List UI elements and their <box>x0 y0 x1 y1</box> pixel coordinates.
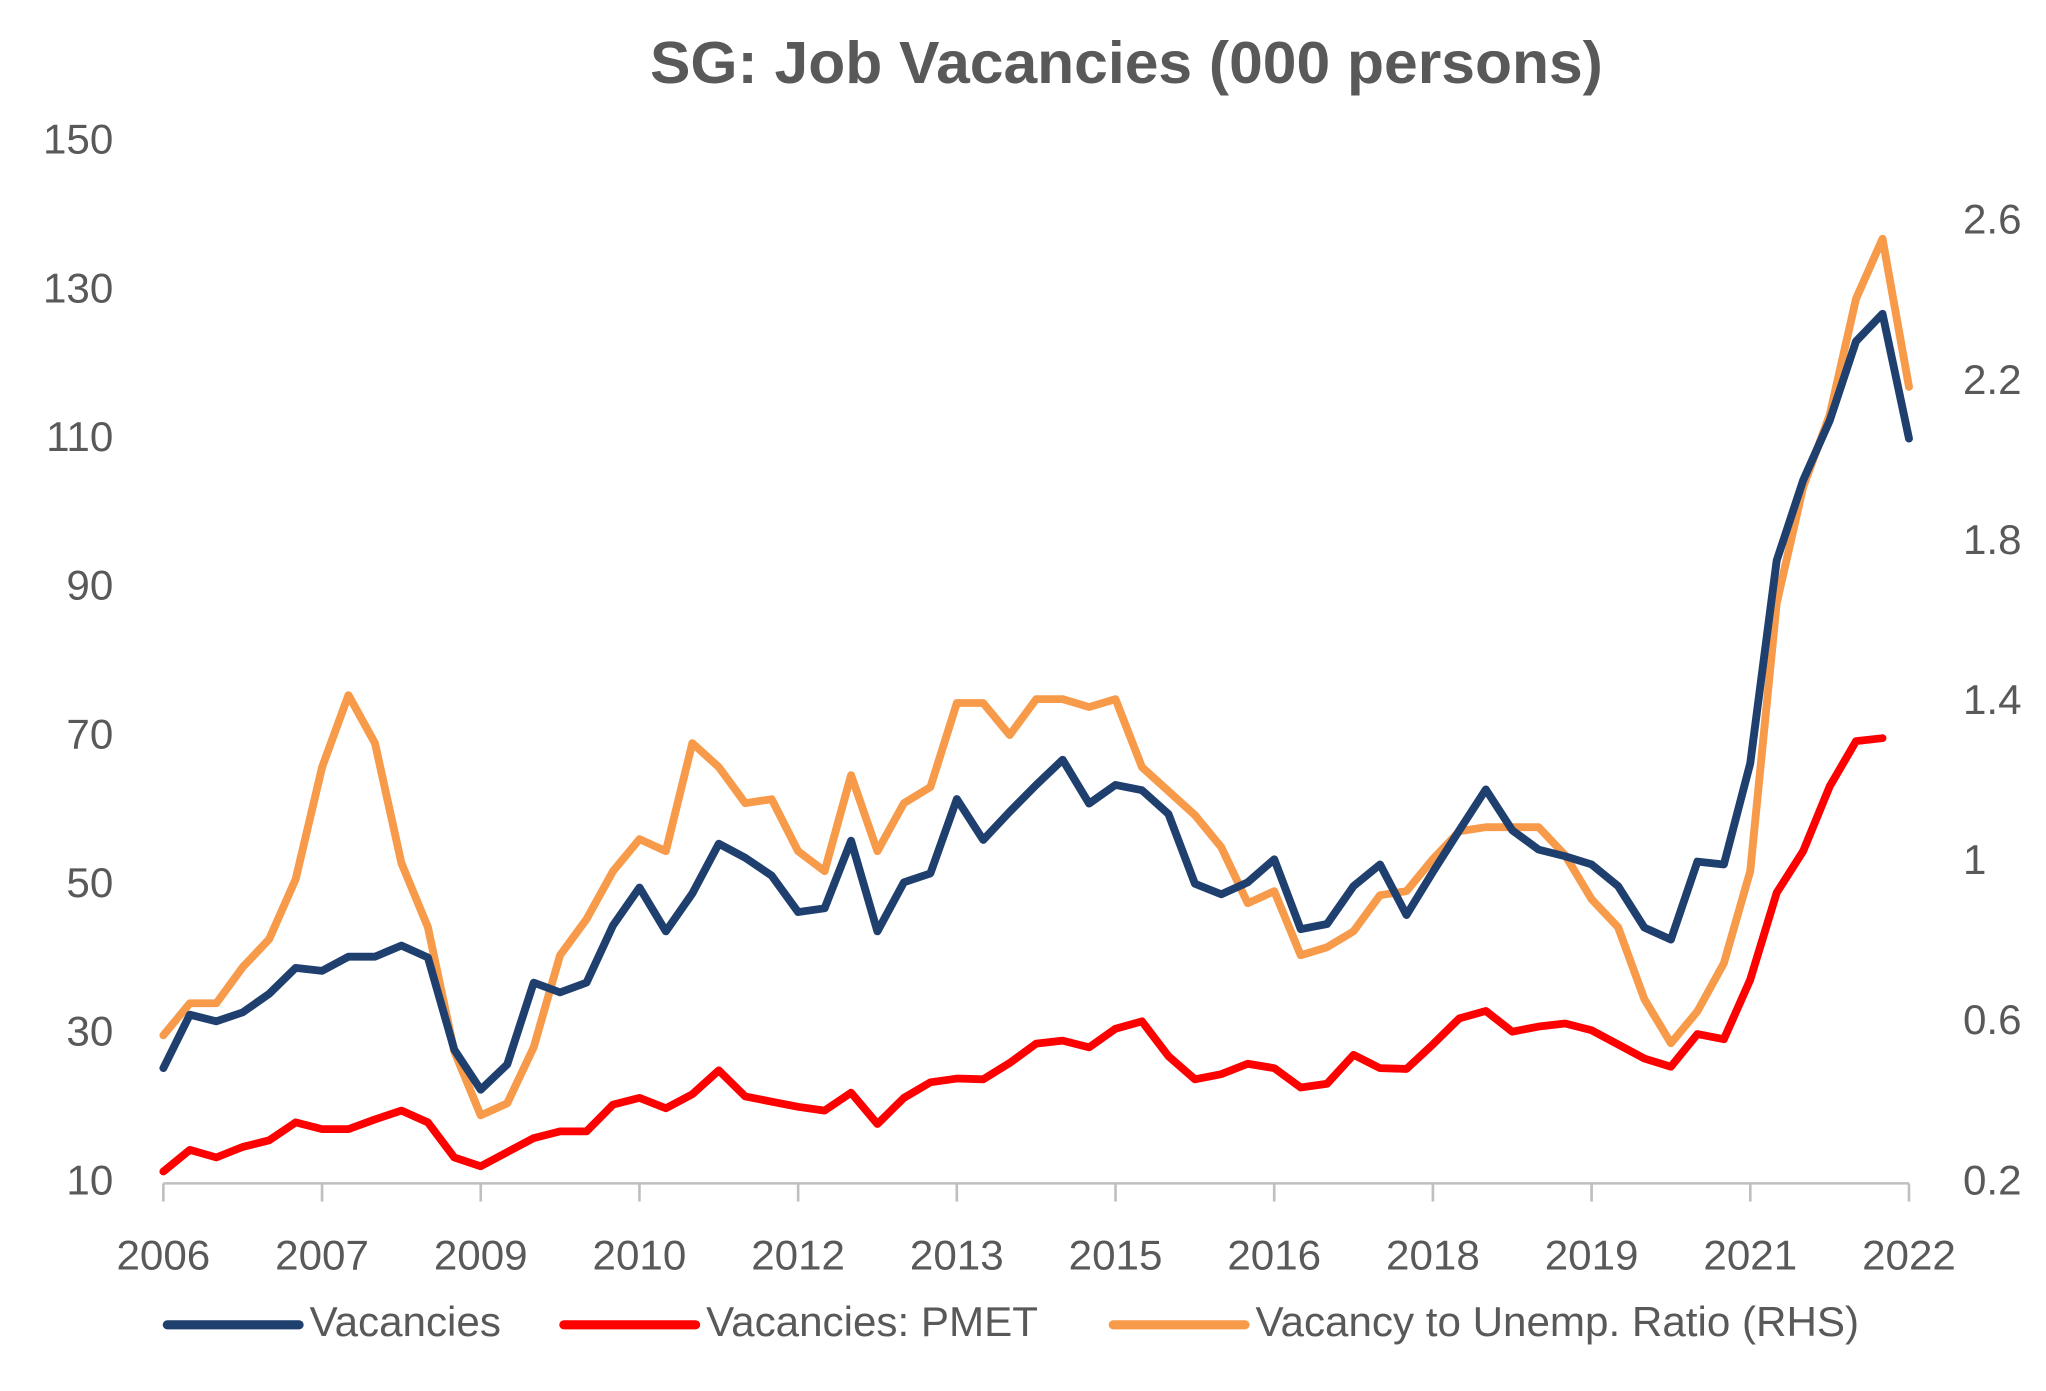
y2-tick-label: 1 <box>1963 836 1986 883</box>
x-tick-label: 2013 <box>910 1232 1004 1279</box>
series-line <box>159 309 1913 1094</box>
x-tick-label: 2006 <box>116 1232 210 1279</box>
y2-tick-label: 1.4 <box>1963 676 2022 723</box>
x-tick-label: 2021 <box>1703 1232 1797 1279</box>
y-tick-label: 130 <box>43 265 113 312</box>
y-tick-label: 10 <box>66 1157 113 1204</box>
y2-tick-label: 0.6 <box>1963 997 2022 1044</box>
y2-tick-label: 0.2 <box>1963 1157 2022 1204</box>
y-tick-label: 110 <box>46 413 113 460</box>
x-tick-label: 2007 <box>275 1232 369 1279</box>
y2-tick-label: 2.2 <box>1963 356 2022 403</box>
y2-tick-label: 2.6 <box>1963 196 2022 243</box>
x-tick-label: 2015 <box>1069 1232 1163 1279</box>
legend-label: Vacancy to Unemp. Ratio (RHS) <box>1256 1298 1860 1345</box>
y2-tick-label: 1.8 <box>1963 516 2022 563</box>
y-tick-label: 70 <box>66 711 113 758</box>
x-tick-label: 2022 <box>1862 1232 1956 1279</box>
x-tick-label: 2012 <box>751 1232 845 1279</box>
y-tick-label: 90 <box>66 562 113 609</box>
x-tick-label: 2018 <box>1386 1232 1480 1279</box>
legend-label: Vacancies: PMET <box>706 1298 1038 1345</box>
legend-label: Vacancies <box>310 1298 501 1345</box>
y-tick-label: 30 <box>66 1008 113 1055</box>
y-tick-label: 150 <box>43 116 113 163</box>
chart-title: SG: Job Vacancies (000 persons) <box>650 30 1603 96</box>
x-tick-label: 2010 <box>593 1232 687 1279</box>
x-tick-label: 2019 <box>1545 1232 1639 1279</box>
y-tick-label: 50 <box>66 859 113 906</box>
series-line <box>159 734 1887 1176</box>
x-tick-label: 2016 <box>1227 1232 1321 1279</box>
series-line <box>159 234 1913 1120</box>
x-tick-label: 2009 <box>434 1232 528 1279</box>
